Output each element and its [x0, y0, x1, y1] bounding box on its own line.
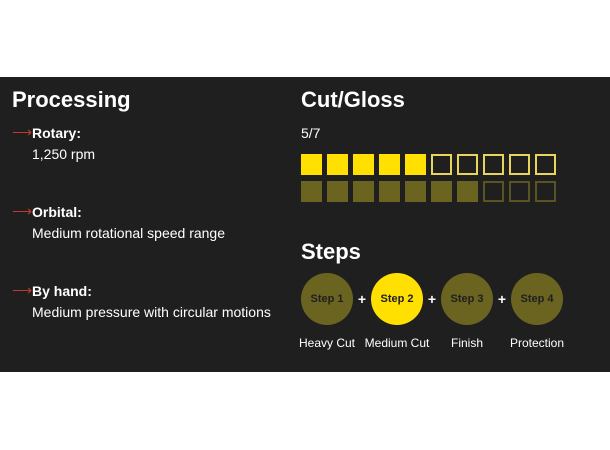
gloss-level-bar [301, 181, 556, 202]
level-square [379, 154, 400, 175]
arrow-icon: ⟶ [12, 282, 33, 298]
step-description: Medium Cut [364, 336, 430, 350]
level-square [431, 181, 452, 202]
arrow-icon: ⟶ [12, 124, 33, 140]
level-square [483, 181, 504, 202]
processing-item-rotary: ⟶ Rotary: 1,250 rpm [12, 125, 272, 165]
plus-separator: + [427, 291, 437, 307]
processing-item-by-hand: ⟶ By hand: Medium pressure with circular… [12, 283, 272, 323]
step-circle: Step 1 [301, 273, 353, 325]
level-square [327, 154, 348, 175]
item-value: Medium rotational speed range [32, 225, 226, 241]
item-value: 1,250 rpm [32, 146, 96, 162]
cut-gloss-rating: 5/7 [301, 125, 321, 141]
plus-separator: + [497, 291, 507, 307]
processing-item-orbital: ⟶ Orbital: Medium rotational speed range [12, 204, 272, 244]
level-square [535, 181, 556, 202]
level-square [431, 154, 452, 175]
level-square [405, 181, 426, 202]
step-circle: Step 4 [511, 273, 563, 325]
item-label: By hand: [32, 283, 92, 299]
arrow-icon: ⟶ [12, 203, 33, 219]
level-square [457, 154, 478, 175]
step-2: Step 2 Medium Cut [365, 273, 429, 351]
step-4: Step 4 Protection [510, 273, 564, 351]
plus-separator: + [357, 291, 367, 307]
level-square [301, 154, 322, 175]
level-square [457, 181, 478, 202]
level-square [483, 154, 504, 175]
steps-title: Steps [301, 239, 361, 264]
item-value: Medium pressure with circular motions [32, 304, 271, 320]
step-circle: Step 3 [441, 273, 493, 325]
level-square [379, 181, 400, 202]
level-square [535, 154, 556, 175]
level-square [327, 181, 348, 202]
level-square [509, 154, 530, 175]
step-description: Protection [509, 336, 565, 350]
step-3: Step 3 Finish [441, 273, 493, 351]
step-circle: Step 2 [371, 273, 423, 325]
step-description: Finish [450, 336, 483, 350]
step-1: Step 1 Heavy Cut [299, 273, 355, 351]
level-square [353, 181, 374, 202]
step-description: Heavy Cut [298, 336, 356, 350]
level-square [405, 154, 426, 175]
cut-level-bar [301, 154, 556, 175]
item-label: Orbital: [32, 204, 82, 220]
processing-title: Processing [12, 87, 131, 112]
level-square [509, 181, 530, 202]
level-square [301, 181, 322, 202]
product-info-panel: Processing ⟶ Rotary: 1,250 rpm ⟶ Orbital… [0, 77, 610, 372]
cut-gloss-title: Cut/Gloss [301, 87, 405, 112]
item-label: Rotary: [32, 125, 82, 141]
level-square [353, 154, 374, 175]
